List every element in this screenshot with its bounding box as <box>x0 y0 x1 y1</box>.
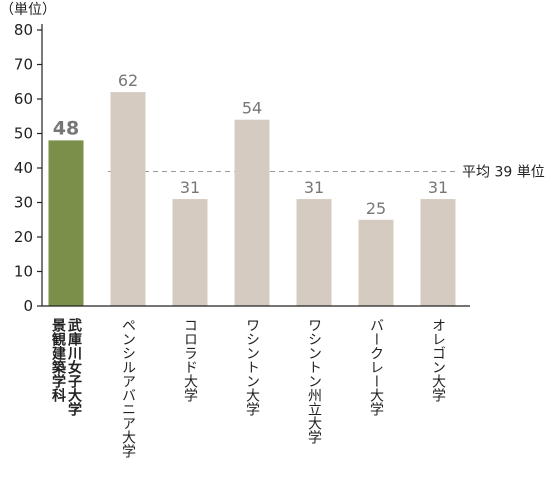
y-tick-label: 60 <box>14 90 33 108</box>
bar-3 <box>234 119 270 306</box>
y-tick-label: 10 <box>14 263 33 281</box>
value-label-3: 54 <box>242 99 262 118</box>
category-label-1-0: ペンシルアバニア大学 <box>120 318 136 458</box>
category-label-6-0: オレゴン大学 <box>430 318 446 402</box>
bar-1 <box>110 92 146 306</box>
value-label-1: 62 <box>118 71 138 90</box>
category-label-0-1: 景観建築学科 <box>50 318 67 403</box>
y-axis: 0 10 20 30 40 50 60 70 80 <box>14 21 43 315</box>
value-label-5: 25 <box>366 199 386 218</box>
value-label-4: 31 <box>304 178 324 197</box>
bar-2 <box>172 199 208 306</box>
y-axis-unit-label: （単位） <box>0 2 56 18</box>
average-line-group: 平均 39 単位 <box>108 164 545 180</box>
y-tick-label: 50 <box>14 125 33 143</box>
bar-4 <box>296 199 332 306</box>
value-label-0: 48 <box>53 117 79 139</box>
value-label-2: 31 <box>180 178 200 197</box>
bar-0 <box>48 140 84 306</box>
average-label: 平均 39 単位 <box>462 164 545 180</box>
y-tick-label: 0 <box>23 297 33 315</box>
y-tick-label: 80 <box>14 21 33 39</box>
category-label-3-0: ワシントン大学 <box>244 318 260 416</box>
category-label-5-0: バークレー大学 <box>368 318 384 416</box>
y-tick-label: 30 <box>14 194 33 212</box>
y-tick-label: 70 <box>14 56 33 74</box>
category-label-2-0: コロラド大学 <box>182 318 198 402</box>
bar-5 <box>358 219 394 306</box>
category-label-4-0: ワシントン州立大学 <box>306 318 322 444</box>
y-tick-label: 20 <box>14 228 33 246</box>
bars-group: 48 62 31 54 31 25 31 <box>48 71 456 306</box>
category-label-0-0: 武庫川女子大学 <box>66 317 83 417</box>
y-tick-label: 40 <box>14 159 33 177</box>
value-label-6: 31 <box>428 178 448 197</box>
bar-6 <box>420 199 456 306</box>
